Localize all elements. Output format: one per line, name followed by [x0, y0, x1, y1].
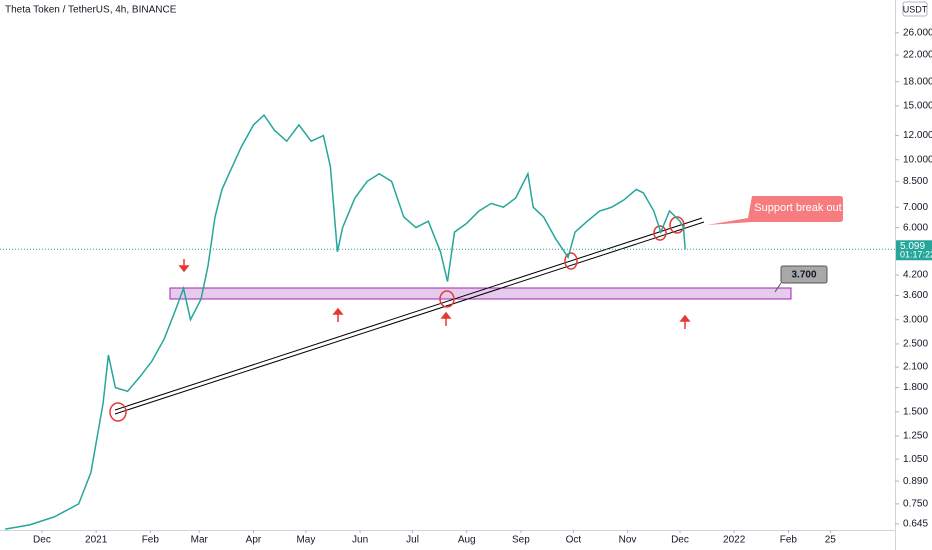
x-tick-label: 25 — [825, 535, 837, 546]
y-tick-label: 10.000 — [903, 154, 932, 165]
x-tick-label: Jun — [352, 535, 368, 546]
price-note — [780, 265, 828, 284]
y-tick-label: 0.645 — [903, 519, 928, 530]
y-tick-label: 15.000 — [903, 101, 932, 112]
x-tick-label: Dec — [671, 535, 689, 546]
x-tick-label: Dec — [33, 535, 51, 546]
y-tick-label: 8.500 — [903, 176, 928, 187]
y-tick-label: 2.500 — [903, 339, 928, 350]
price-line — [5, 113, 686, 530]
x-tick-label: Apr — [246, 535, 262, 546]
support-zone — [169, 287, 792, 300]
y-tick-label: 0.750 — [903, 498, 928, 509]
y-tick-label: 3.000 — [903, 314, 928, 325]
last-price-box — [896, 240, 932, 261]
arrows — [178, 259, 691, 329]
x-tick-label: Jul — [406, 535, 419, 546]
x-tick-label: Feb — [142, 535, 160, 546]
circles — [109, 216, 685, 422]
countdown: 01:17:22 — [900, 250, 932, 260]
y-tick-label: 3.600 — [903, 290, 928, 301]
x-tick-label: 2022 — [723, 535, 746, 546]
y-tick-label: 2.100 — [903, 362, 928, 373]
y-tick-label: 22.000 — [903, 50, 932, 61]
price-note-leader — [774, 282, 782, 293]
y-tick-label: 4.200 — [903, 270, 928, 281]
y-tick-label: 1.800 — [903, 382, 928, 393]
currency: USDT — [903, 4, 928, 14]
y-tick-label: 18.000 — [903, 76, 932, 87]
y-tick-label: 12.000 — [903, 130, 932, 141]
trend-line — [114, 217, 703, 411]
y-tick-label: 0.890 — [903, 476, 928, 487]
y-tick-label: 26.000 — [903, 28, 932, 39]
x-tick-label: Sep — [512, 535, 530, 546]
last-price: 5.099 — [900, 241, 925, 252]
x-tick-label: Feb — [780, 535, 798, 546]
y-tick-label: 6.000 — [903, 222, 928, 233]
y-tick-label: 1.250 — [903, 431, 928, 442]
x-tick-label: 2021 — [85, 535, 108, 546]
x-tick-label: Nov — [619, 535, 637, 546]
price-note-text: 3.700 — [791, 270, 816, 281]
y-tick-label: 1.050 — [903, 454, 928, 465]
chart-title: Theta Token / TetherUS, 4h, BINANCE — [5, 5, 177, 16]
currency-box — [902, 1, 928, 17]
y-tick-label: 1.500 — [903, 406, 928, 417]
x-tick-label: Oct — [566, 535, 582, 546]
x-tick-label: Aug — [458, 535, 476, 546]
callout-text: Support break out — [754, 202, 841, 214]
x-tick-label: Mar — [191, 535, 209, 546]
callout — [707, 196, 843, 225]
y-tick-label: 7.000 — [903, 202, 928, 213]
trend-line — [114, 221, 705, 415]
x-tick-label: May — [296, 535, 315, 546]
